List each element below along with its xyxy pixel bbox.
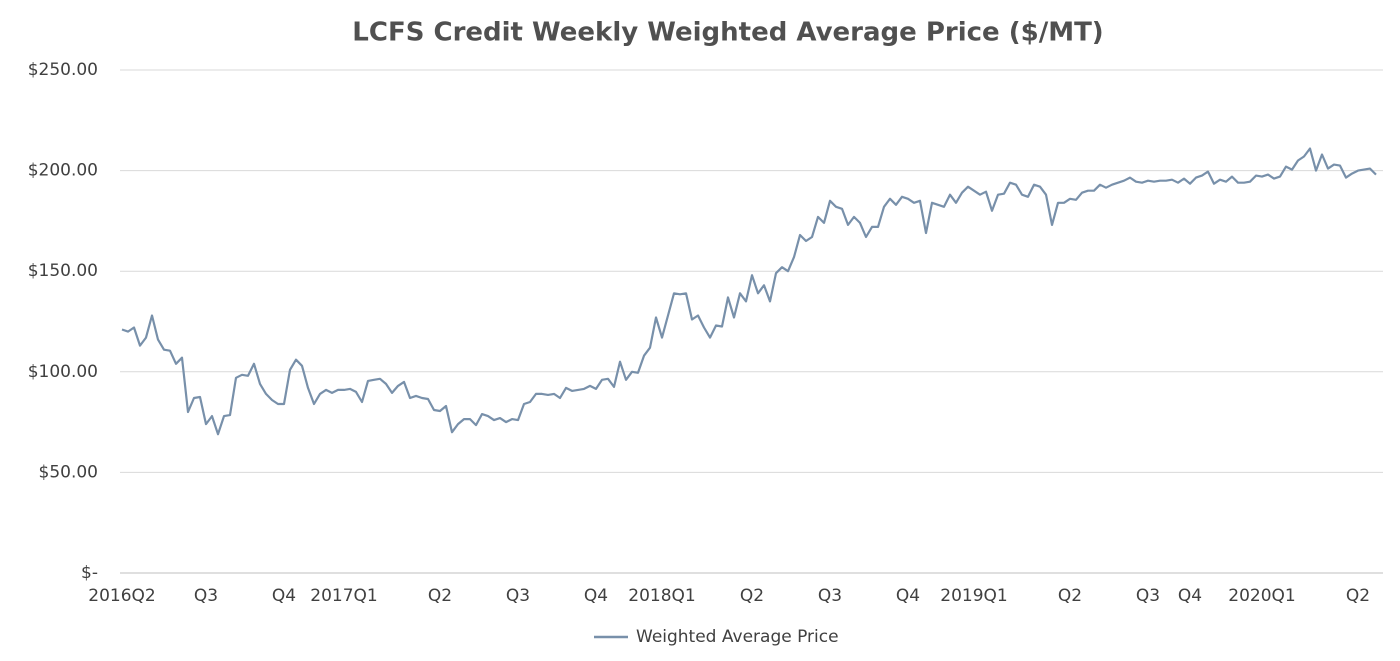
x-tick-label: Q2 xyxy=(740,586,764,606)
y-tick-label: $100.00 xyxy=(28,362,98,382)
y-tick-label: $150.00 xyxy=(28,261,98,281)
x-tick-label: Q3 xyxy=(506,586,530,606)
x-tick-label: 2018Q1 xyxy=(628,586,695,606)
y-tick-label: $- xyxy=(81,563,98,583)
data-line xyxy=(121,147,1377,436)
x-tick-label: Q2 xyxy=(428,586,452,606)
y-tick-label: $200.00 xyxy=(28,161,98,181)
x-tick-label: 2016Q2 xyxy=(88,586,155,606)
legend-label: Weighted Average Price xyxy=(636,627,839,647)
x-tick-label: Q2 xyxy=(1346,586,1370,606)
y-tick-label: $50.00 xyxy=(39,462,98,482)
x-tick-label: Q4 xyxy=(584,586,608,606)
x-tick-label: Q3 xyxy=(194,586,218,606)
chart-title: LCFS Credit Weekly Weighted Average Pric… xyxy=(352,18,1103,48)
x-tick-label: Q3 xyxy=(818,586,842,606)
x-tick-label: Q2 xyxy=(1058,586,1082,606)
x-tick-label: 2020Q1 xyxy=(1228,586,1295,606)
x-tick-label: 2019Q1 xyxy=(940,586,1007,606)
x-tick-label: Q3 xyxy=(1136,586,1160,606)
y-tick-label: $250.00 xyxy=(28,60,98,80)
x-tick-label: Q4 xyxy=(272,586,296,606)
x-tick-label: Q4 xyxy=(896,586,920,606)
x-tick-label: 2017Q1 xyxy=(310,586,377,606)
x-tick-label: Q4 xyxy=(1178,586,1202,606)
